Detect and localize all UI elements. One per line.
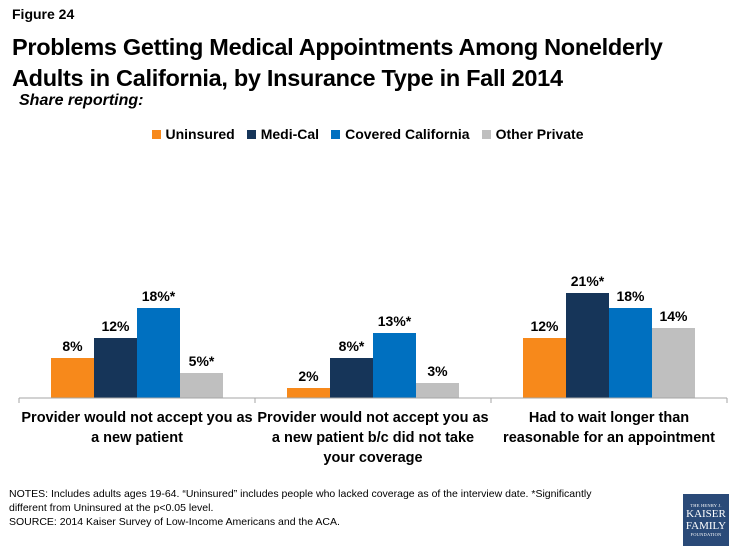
data-label: 13%* bbox=[378, 313, 412, 329]
chart-subtitle: Share reporting: bbox=[19, 92, 144, 109]
notes-line-2: different from Uninsured at the p<0.05 l… bbox=[9, 502, 214, 514]
bar bbox=[180, 373, 223, 398]
legend-item-other-private: Other Private bbox=[481, 126, 584, 142]
data-label: 18% bbox=[616, 288, 645, 304]
legend-label-covered-california: Covered California bbox=[345, 126, 470, 142]
bar bbox=[330, 358, 373, 398]
data-label: 3% bbox=[427, 363, 448, 379]
notes: NOTES: Includes adults ages 19-64. “Unin… bbox=[9, 487, 659, 529]
bar bbox=[566, 293, 609, 398]
bar-chart: 8% 12% 18%* 5%* Provider would not accept yo… bbox=[18, 273, 728, 466]
bar bbox=[373, 333, 416, 398]
legend-label-uninsured: Uninsured bbox=[165, 126, 235, 142]
logo-line-3: FAMILY bbox=[685, 520, 727, 532]
bar bbox=[652, 328, 695, 398]
legend-label-medi-cal: Medi-Cal bbox=[260, 126, 320, 142]
data-label: 8%* bbox=[339, 338, 365, 354]
logo-line-4: FOUNDATION bbox=[690, 532, 722, 537]
data-label: 5%* bbox=[189, 353, 215, 369]
notes-line-1: NOTES: Includes adults ages 19-64. “Unin… bbox=[9, 488, 592, 500]
bar bbox=[416, 383, 459, 398]
logo-line-2: KAISER bbox=[686, 508, 726, 520]
data-label: 12% bbox=[101, 318, 130, 334]
source-line: SOURCE: 2014 Kaiser Survey of Low-Income… bbox=[9, 516, 340, 528]
legend: Uninsured Medi-Cal Covered California Ot… bbox=[0, 126, 735, 142]
legend-item-covered-california: Covered California bbox=[331, 126, 470, 142]
chart-title: Problems Getting Medical Appointments Am… bbox=[12, 34, 663, 91]
bar bbox=[51, 358, 94, 398]
data-label: 12% bbox=[530, 318, 559, 334]
bar bbox=[609, 308, 652, 398]
bar bbox=[523, 338, 566, 398]
data-label: 8% bbox=[62, 338, 83, 354]
legend-swatch-other-private bbox=[481, 129, 491, 139]
category-label: a new patient b/c did not take bbox=[272, 430, 474, 446]
category-label: reasonable for an appointment bbox=[503, 430, 715, 446]
bar bbox=[94, 338, 137, 398]
legend-swatch-covered-california bbox=[331, 129, 341, 139]
figure-label: Figure 24 bbox=[12, 6, 75, 22]
bar bbox=[287, 388, 330, 398]
category-label: your coverage bbox=[323, 450, 422, 466]
data-label: 21%* bbox=[571, 273, 605, 289]
category-label: Provider would not accept you as bbox=[21, 410, 252, 426]
category-label: a new patient bbox=[91, 430, 183, 446]
legend-item-medi-cal: Medi-Cal bbox=[246, 126, 320, 142]
legend-swatch-medi-cal bbox=[246, 129, 256, 139]
category-label: Provider would not accept you as bbox=[257, 410, 488, 426]
bar bbox=[137, 308, 180, 398]
legend-label-other-private: Other Private bbox=[495, 126, 584, 142]
data-label: 14% bbox=[659, 308, 688, 324]
logo-line-1: THE HENRY J. bbox=[690, 503, 722, 508]
category-label: Had to wait longer than bbox=[529, 410, 689, 426]
legend-item-uninsured: Uninsured bbox=[151, 126, 235, 142]
kff-logo: THE HENRY J. KAISER FAMILY FOUNDATION bbox=[683, 494, 729, 546]
data-label: 18%* bbox=[142, 288, 176, 304]
data-label: 2% bbox=[298, 368, 319, 384]
legend-swatch-uninsured bbox=[151, 129, 161, 139]
